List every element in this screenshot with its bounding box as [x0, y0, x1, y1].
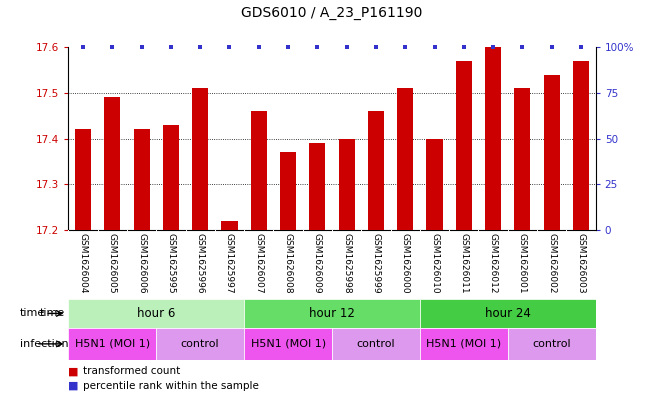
- Text: hour 6: hour 6: [137, 307, 175, 320]
- Text: control: control: [181, 339, 219, 349]
- Bar: [544, 75, 560, 230]
- Text: GSM1626002: GSM1626002: [547, 233, 556, 294]
- Text: GSM1626008: GSM1626008: [284, 233, 292, 294]
- Text: ■: ■: [68, 366, 79, 376]
- Bar: [508, 328, 596, 360]
- Text: GSM1625997: GSM1625997: [225, 233, 234, 294]
- Text: time: time: [40, 309, 65, 318]
- Bar: [397, 88, 413, 230]
- Text: GSM1626003: GSM1626003: [577, 233, 585, 294]
- Bar: [192, 88, 208, 230]
- Bar: [133, 129, 150, 230]
- Bar: [456, 61, 472, 230]
- Bar: [156, 328, 244, 360]
- Text: GDS6010 / A_23_P161190: GDS6010 / A_23_P161190: [242, 6, 422, 20]
- Text: ■: ■: [68, 381, 79, 391]
- Bar: [68, 299, 244, 328]
- Bar: [104, 97, 120, 230]
- Text: GSM1626009: GSM1626009: [313, 233, 322, 294]
- Bar: [309, 143, 326, 230]
- Text: GSM1626007: GSM1626007: [255, 233, 263, 294]
- Bar: [514, 88, 531, 230]
- Text: GSM1626005: GSM1626005: [108, 233, 117, 294]
- Text: GSM1626012: GSM1626012: [489, 233, 497, 294]
- Bar: [420, 328, 508, 360]
- Bar: [368, 111, 384, 230]
- Text: percentile rank within the sample: percentile rank within the sample: [83, 381, 258, 391]
- Text: GSM1625999: GSM1625999: [372, 233, 380, 294]
- Text: control: control: [533, 339, 571, 349]
- Bar: [68, 328, 156, 360]
- Bar: [244, 328, 332, 360]
- Text: GSM1625995: GSM1625995: [167, 233, 175, 294]
- Bar: [332, 328, 420, 360]
- Text: control: control: [357, 339, 395, 349]
- Text: GSM1625998: GSM1625998: [342, 233, 351, 294]
- Bar: [339, 139, 355, 230]
- Text: H5N1 (MOI 1): H5N1 (MOI 1): [75, 339, 150, 349]
- Bar: [251, 111, 267, 230]
- Bar: [280, 152, 296, 230]
- Text: GSM1626010: GSM1626010: [430, 233, 439, 294]
- Text: GSM1626001: GSM1626001: [518, 233, 527, 294]
- Text: GSM1626011: GSM1626011: [460, 233, 468, 294]
- Text: hour 12: hour 12: [309, 307, 355, 320]
- Text: transformed count: transformed count: [83, 366, 180, 376]
- Text: GSM1626004: GSM1626004: [79, 233, 87, 294]
- Text: time: time: [20, 309, 45, 318]
- Bar: [485, 47, 501, 230]
- Bar: [221, 221, 238, 230]
- Bar: [163, 125, 179, 230]
- Text: GSM1626000: GSM1626000: [401, 233, 409, 294]
- Text: H5N1 (MOI 1): H5N1 (MOI 1): [426, 339, 501, 349]
- Text: GSM1626006: GSM1626006: [137, 233, 146, 294]
- Bar: [244, 299, 420, 328]
- Text: GSM1625996: GSM1625996: [196, 233, 204, 294]
- Text: H5N1 (MOI 1): H5N1 (MOI 1): [251, 339, 326, 349]
- Bar: [420, 299, 596, 328]
- Bar: [573, 61, 589, 230]
- Bar: [426, 139, 443, 230]
- Bar: [75, 129, 91, 230]
- Text: infection: infection: [20, 339, 68, 349]
- Text: hour 24: hour 24: [485, 307, 531, 320]
